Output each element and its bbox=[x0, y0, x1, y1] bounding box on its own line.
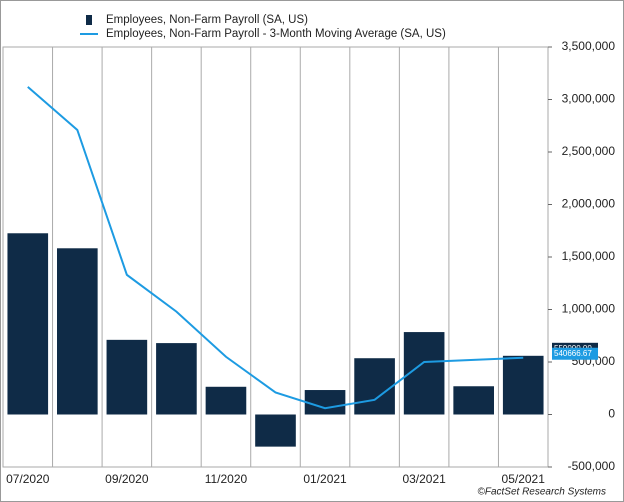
bar bbox=[156, 343, 197, 415]
bar bbox=[106, 339, 148, 415]
legend-label: Employees, Non-Farm Payroll (SA, US) bbox=[106, 14, 308, 26]
y-tick-label: 1,500,000 bbox=[562, 249, 616, 263]
x-tick-label: 03/2021 bbox=[402, 472, 446, 486]
bar bbox=[255, 414, 296, 447]
bar bbox=[57, 248, 98, 415]
x-tick-label: 05/2021 bbox=[502, 472, 546, 486]
y-tick-label: 2,500,000 bbox=[562, 144, 616, 158]
bar bbox=[502, 355, 544, 415]
bar bbox=[304, 390, 346, 415]
x-tick-label: 07/2020 bbox=[6, 472, 50, 486]
bar bbox=[7, 233, 49, 415]
source: ©FactSet Research Systems bbox=[477, 487, 606, 498]
line bbox=[27, 86, 524, 410]
value-label: 540666.67 bbox=[554, 349, 592, 358]
y-tick-label: -500,000 bbox=[568, 459, 616, 473]
x-tick-label: 11/2020 bbox=[205, 472, 248, 486]
x-tick-label: 01/2021 bbox=[303, 472, 347, 486]
y-tick-label: 0 bbox=[608, 407, 615, 421]
y-tick-label: 1,000,000 bbox=[562, 302, 616, 316]
bar bbox=[354, 358, 395, 415]
legend-swatch bbox=[86, 15, 92, 25]
value-label-box bbox=[552, 347, 598, 360]
bar bbox=[453, 386, 494, 415]
y-tick-label: 3,000,000 bbox=[562, 92, 616, 106]
bar bbox=[205, 386, 247, 415]
legend-label: Employees, Non-Farm Payroll - 3-Month Mo… bbox=[106, 28, 446, 40]
y-tick-label: 3,500,000 bbox=[562, 39, 616, 53]
y-tick-label: 2,000,000 bbox=[562, 197, 616, 211]
x-tick-label: 09/2020 bbox=[105, 472, 149, 486]
